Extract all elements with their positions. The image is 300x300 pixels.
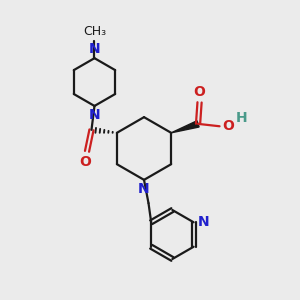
Text: O: O	[194, 85, 206, 99]
Text: H: H	[236, 111, 248, 125]
Text: CH₃: CH₃	[83, 26, 106, 38]
Polygon shape	[171, 121, 199, 133]
Text: O: O	[222, 119, 234, 133]
Text: O: O	[80, 155, 92, 169]
Text: N: N	[138, 182, 150, 196]
Text: N: N	[89, 108, 100, 122]
Text: N: N	[198, 215, 210, 229]
Text: N: N	[89, 42, 100, 56]
